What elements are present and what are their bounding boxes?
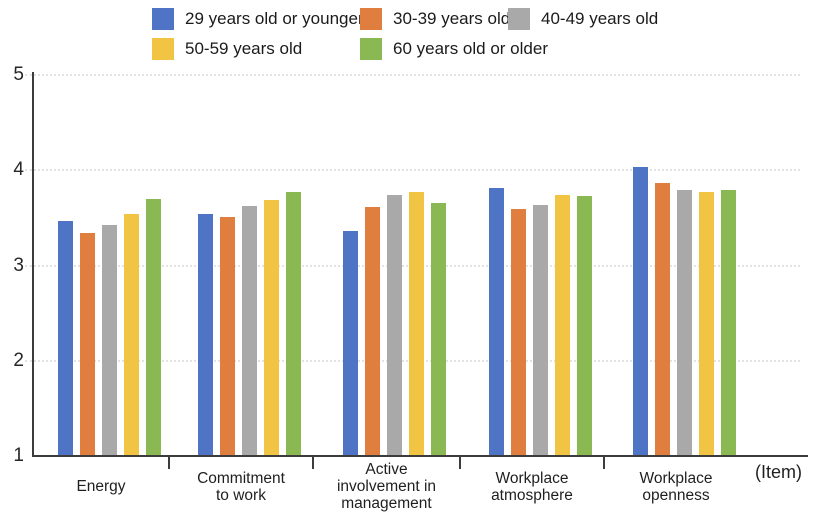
bar bbox=[488, 188, 504, 456]
bar bbox=[387, 195, 402, 456]
gridline bbox=[25, 74, 800, 76]
bar bbox=[554, 195, 570, 456]
y-axis-line bbox=[32, 72, 34, 457]
bar bbox=[145, 198, 161, 456]
legend-item: 29 years old or younger bbox=[152, 8, 364, 30]
bar bbox=[654, 182, 670, 456]
y-axis-tick-label: 2 bbox=[13, 349, 24, 371]
legend-item: 40-49 years old bbox=[508, 8, 658, 30]
legend-color-swatch bbox=[360, 8, 382, 30]
bar bbox=[285, 192, 301, 456]
legend-item: 30-39 years old bbox=[360, 8, 510, 30]
bar bbox=[632, 167, 648, 456]
bar bbox=[343, 231, 358, 456]
category-label: Active involvement in management bbox=[336, 461, 437, 512]
legend-color-swatch bbox=[152, 38, 174, 60]
bar bbox=[431, 202, 446, 456]
bar bbox=[263, 199, 279, 456]
bar bbox=[101, 224, 117, 456]
bar bbox=[676, 190, 692, 456]
legend-color-swatch bbox=[508, 8, 530, 30]
bar bbox=[219, 216, 235, 456]
bar bbox=[197, 214, 213, 456]
legend-color-swatch bbox=[360, 38, 382, 60]
legend-label: 30-39 years old bbox=[393, 9, 511, 28]
category-label: Commitment to work bbox=[197, 469, 285, 504]
legend-label: 60 years old or older bbox=[393, 39, 548, 58]
category-label: Energy bbox=[76, 478, 126, 495]
bar bbox=[79, 233, 95, 456]
category-label: Workplace openness bbox=[639, 469, 713, 504]
legend-label: 29 years old or younger bbox=[185, 9, 364, 28]
bar bbox=[57, 220, 73, 456]
bar bbox=[720, 190, 736, 456]
category-label: Workplace atmosphere bbox=[491, 469, 573, 504]
y-axis-tick-label: 3 bbox=[13, 254, 24, 276]
x-axis-tick bbox=[312, 456, 314, 469]
legend-label: 40-49 years old bbox=[541, 9, 659, 28]
y-axis-tick-label: 1 bbox=[13, 445, 24, 466]
bar bbox=[123, 214, 139, 456]
legend-label: 50-59 years old bbox=[185, 39, 303, 58]
legend-item: 60 years old or older bbox=[360, 38, 548, 60]
gridline bbox=[25, 169, 800, 172]
y-axis-tick-label: 5 bbox=[13, 64, 24, 85]
x-axis-line bbox=[32, 455, 808, 457]
bar bbox=[409, 192, 424, 456]
x-axis-tick bbox=[168, 456, 170, 469]
bar bbox=[532, 204, 548, 456]
legend-item: 50-59 years old bbox=[152, 38, 302, 60]
x-axis-tick bbox=[603, 456, 605, 469]
bar bbox=[365, 207, 380, 456]
x-axis-tick bbox=[459, 456, 461, 469]
bar bbox=[698, 192, 714, 456]
legend-color-swatch bbox=[152, 8, 174, 30]
bar bbox=[576, 195, 592, 456]
bar bbox=[510, 209, 526, 456]
bar bbox=[241, 206, 257, 456]
y-axis-tick-label: 4 bbox=[13, 159, 24, 181]
x-axis-unit-label: (Item) bbox=[755, 462, 802, 482]
